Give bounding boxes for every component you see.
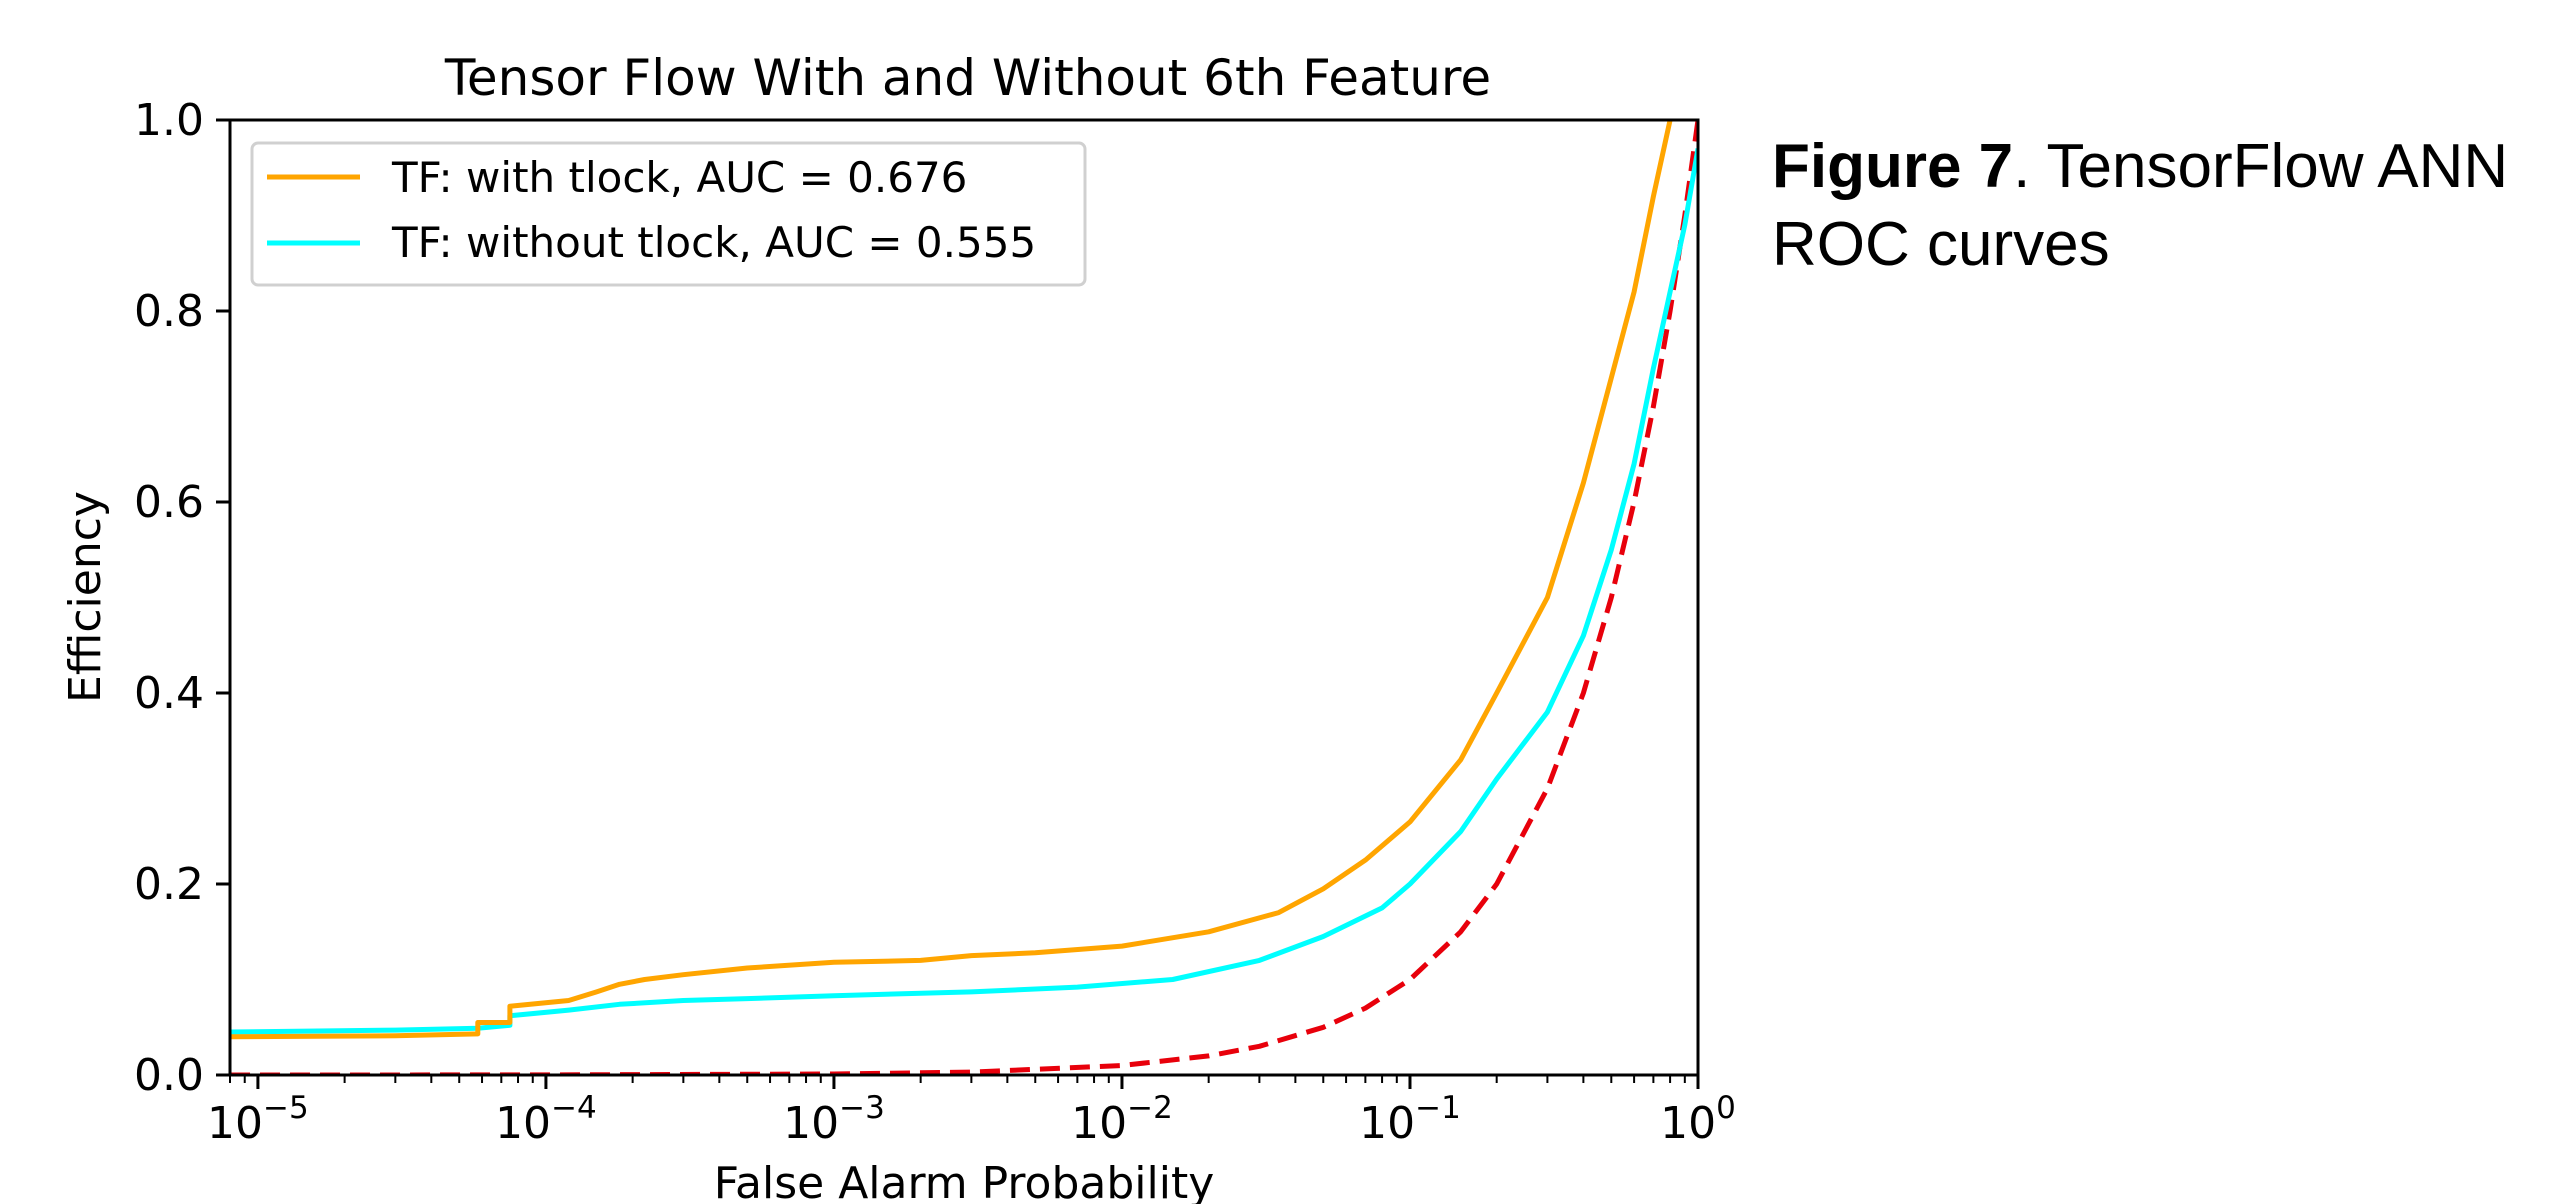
x-axis-ticks: 10−5 10−4 10−3 10−2 10−1 100 <box>207 1075 1736 1149</box>
legend-label-with-tlock: TF: with tlock, AUC = 0.676 <box>391 153 967 202</box>
x-tick-label: 100 <box>1660 1090 1736 1149</box>
figure-caption-text: . TensorFlow ANN ROC curves <box>1772 132 2509 279</box>
y-tick-label: 1.0 <box>134 95 204 146</box>
legend-label-without-tlock: TF: without tlock, AUC = 0.555 <box>391 218 1036 267</box>
y-tick-label: 0.4 <box>134 668 204 719</box>
y-tick-label: 0.2 <box>134 859 204 910</box>
x-axis-label: False Alarm Probability <box>714 1158 1214 1204</box>
y-axis-ticks: 0.0 0.2 0.4 0.6 0.8 1.0 <box>134 95 230 1101</box>
y-tick-label: 0.8 <box>134 286 204 337</box>
x-tick-label: 10−5 <box>207 1090 309 1149</box>
figure-caption: Figure 7. TensorFlow ANN ROC curves <box>1772 128 2562 284</box>
x-tick-label: 10−1 <box>1359 1090 1461 1149</box>
x-tick-label: 10−3 <box>783 1090 885 1149</box>
roc-chart: Tensor Flow With and Without 6th Feature… <box>60 49 1736 1204</box>
series-line-diagonal-reference <box>230 120 1698 1075</box>
series-layer <box>230 120 1698 1075</box>
figure-label: Figure 7 <box>1772 132 2014 201</box>
series-line-with-tlock <box>230 120 1673 1040</box>
y-axis-label: Efficiency <box>60 491 111 703</box>
legend-box <box>250 141 1087 287</box>
plot-frame <box>228 118 1700 1077</box>
y-tick-label: 0.6 <box>134 477 204 528</box>
legend: TF: with tlock, AUC = 0.676 TF: without … <box>250 141 1087 287</box>
chart-title: Tensor Flow With and Without 6th Feature <box>444 49 1491 107</box>
y-tick-label: 0.0 <box>134 1050 204 1101</box>
x-tick-label: 10−4 <box>495 1090 597 1149</box>
series-line-without-tlock <box>230 148 1698 1035</box>
x-tick-label: 10−2 <box>1071 1090 1173 1149</box>
